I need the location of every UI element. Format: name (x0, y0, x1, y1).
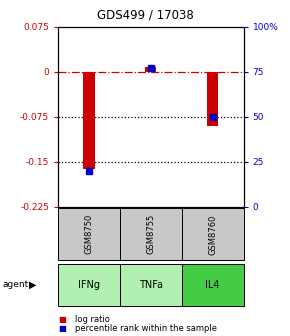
Text: GSM8750: GSM8750 (84, 214, 93, 254)
Text: GDS499 / 17038: GDS499 / 17038 (97, 8, 193, 22)
Bar (145, 67, 156, 72)
Text: GSM8760: GSM8760 (208, 214, 217, 255)
Text: agent: agent (3, 280, 29, 289)
Text: ▶: ▶ (29, 280, 37, 290)
Text: ■: ■ (58, 315, 66, 324)
Text: ■: ■ (58, 324, 66, 333)
Text: log ratio: log ratio (75, 315, 110, 324)
Text: GSM8755: GSM8755 (146, 214, 155, 254)
Text: TNFa: TNFa (139, 280, 163, 290)
Text: IFNg: IFNg (78, 280, 100, 290)
Text: IL4: IL4 (205, 280, 220, 290)
Bar (83, 72, 95, 169)
Text: percentile rank within the sample: percentile rank within the sample (75, 324, 218, 333)
Bar (207, 72, 218, 126)
